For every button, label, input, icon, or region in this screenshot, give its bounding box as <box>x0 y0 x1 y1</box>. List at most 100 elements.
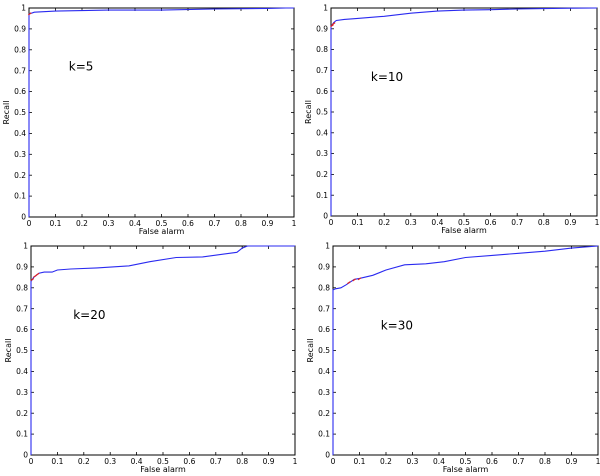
x-tick-label: 0.8 <box>539 457 551 466</box>
y-tick-label: 0 <box>323 212 328 221</box>
y-axis-label: Recall <box>304 100 313 124</box>
x-tick-label: 0.6 <box>183 457 195 466</box>
y-tick-label: 0.4 <box>316 128 328 137</box>
x-tick-label: 0.7 <box>513 457 525 466</box>
x-tick-label: 0.4 <box>131 457 143 466</box>
curve-marker <box>33 274 37 278</box>
subplot-k10: 0 0.1 0.2 0.3 0.4 0.5 0.6 0.7 0.8 0.9 1 0 0.1 0.2 0.3 0… <box>304 4 600 235</box>
y-tick-label: 0.7 <box>316 66 328 75</box>
y-axis-label: Recall <box>2 101 11 125</box>
y-tick-label: 0.1 <box>316 191 328 200</box>
y-tick-label: 0.1 <box>14 192 26 201</box>
y-tick-label: 0.7 <box>16 304 28 313</box>
k-annotation: k=10 <box>371 70 403 84</box>
x-tick-label: 0 <box>329 218 334 227</box>
y-tick-label: 0.8 <box>318 283 330 292</box>
y-tick-label: 0.3 <box>16 388 28 397</box>
curve-marker <box>35 272 40 276</box>
x-tick-label: 0.7 <box>511 218 523 227</box>
x-tick-label: 0.5 <box>157 457 169 466</box>
y-tick-label: 0.5 <box>16 346 28 355</box>
x-tick-label: 0.1 <box>354 457 366 466</box>
plot-frame <box>330 7 598 217</box>
y-tick-label: 0 <box>21 213 26 222</box>
x-tick-label: 0.2 <box>378 218 390 227</box>
curve-marker <box>30 277 35 281</box>
x-tick-label: 0.9 <box>262 219 274 228</box>
curve-marker <box>330 24 334 28</box>
y-tick-label: 1 <box>23 242 28 251</box>
curve-marker <box>357 277 362 281</box>
y-tick-label: 0.3 <box>318 388 330 397</box>
x-tick-label: 1 <box>293 457 298 466</box>
y-tick-label: 0.4 <box>16 367 28 376</box>
subplot-k20: 0 0.1 0.2 0.3 0.4 0.5 0.6 0.7 0.8 0.9 1 0 0.1 0.2 0.3 0… <box>4 242 298 474</box>
x-tick-label: 0.6 <box>182 219 194 228</box>
x-tick-label: 0.7 <box>210 457 222 466</box>
x-tick-label: 0.1 <box>50 219 62 228</box>
x-tick-label: 0.9 <box>564 218 576 227</box>
y-tick-label: 0.3 <box>316 149 328 158</box>
x-tick-label: 0.4 <box>433 457 445 466</box>
y-tick-label: 0.8 <box>316 45 328 54</box>
y-tick-label: 0.8 <box>14 45 26 54</box>
curve-marker <box>352 278 357 282</box>
y-axis-label: Recall <box>306 339 315 363</box>
x-tick-label: 0.9 <box>566 457 578 466</box>
y-tick-label: 0.1 <box>16 430 28 439</box>
y-tick-label: 0.2 <box>316 170 328 179</box>
y-tick-label: 0.7 <box>318 304 330 313</box>
x-tick-label: 0.5 <box>460 457 472 466</box>
y-tick-label: 0.9 <box>318 263 330 272</box>
x-tick-label: 0.3 <box>407 457 419 466</box>
y-tick-label: 0.2 <box>16 409 28 418</box>
y-tick-label: 1 <box>323 4 328 13</box>
x-tick-label: 0.5 <box>458 218 470 227</box>
x-tick-label: 0.9 <box>263 457 275 466</box>
y-tick-label: 0.5 <box>318 346 330 355</box>
x-tick-label: 0.1 <box>51 457 63 466</box>
y-tick-label: 1 <box>325 242 330 251</box>
y-tick-label: 0.3 <box>14 150 26 159</box>
y-tick-label: 0.2 <box>318 409 330 418</box>
y-tick-label: 0.6 <box>16 325 28 334</box>
y-tick-label: 0 <box>23 451 28 460</box>
y-tick-label: 0.1 <box>318 430 330 439</box>
y-tick-label: 0.6 <box>14 87 26 96</box>
plot-frame <box>30 245 296 456</box>
x-axis-label: False alarm <box>443 465 489 474</box>
x-tick-label: 0.1 <box>352 218 364 227</box>
y-tick-label: 0.5 <box>14 108 26 117</box>
x-tick-label: 0.6 <box>485 218 497 227</box>
x-tick-label: 0.8 <box>538 218 550 227</box>
k-annotation: k=5 <box>69 60 94 74</box>
subplot-k30: 0 0.1 0.2 0.3 0.4 0.5 0.6 0.7 0.8 0.9 1 0 0.1 0.2 0.3 0… <box>306 242 600 474</box>
plot-frame <box>332 245 599 456</box>
x-tick-label: 0.4 <box>129 219 141 228</box>
y-tick-label: 0.8 <box>16 283 28 292</box>
curve-marker <box>347 281 351 285</box>
k-annotation: k=30 <box>381 319 413 333</box>
x-tick-label: 0.3 <box>104 457 116 466</box>
roc-curve <box>332 245 599 455</box>
x-tick-label: 0 <box>27 219 32 228</box>
k-annotation: k=20 <box>73 308 105 322</box>
x-tick-label: 0.8 <box>235 219 247 228</box>
x-tick-label: 1 <box>596 457 600 466</box>
curve-marker <box>331 22 336 26</box>
y-tick-label: 0.6 <box>316 87 328 96</box>
x-tick-label: 0 <box>331 457 336 466</box>
y-axis-label: Recall <box>4 339 13 363</box>
y-tick-label: 0.6 <box>318 325 330 334</box>
x-tick-label: 0.8 <box>236 457 248 466</box>
y-tick-label: 0.7 <box>14 66 26 75</box>
y-tick-label: 0 <box>325 451 330 460</box>
x-tick-label: 0.2 <box>78 457 90 466</box>
x-axis-label: False alarm <box>139 227 185 236</box>
x-tick-label: 0.3 <box>103 219 115 228</box>
x-axis-label: False alarm <box>140 465 186 474</box>
y-tick-label: 0.5 <box>316 108 328 117</box>
x-tick-label: 0.3 <box>405 218 417 227</box>
y-tick-label: 0.9 <box>16 263 28 272</box>
